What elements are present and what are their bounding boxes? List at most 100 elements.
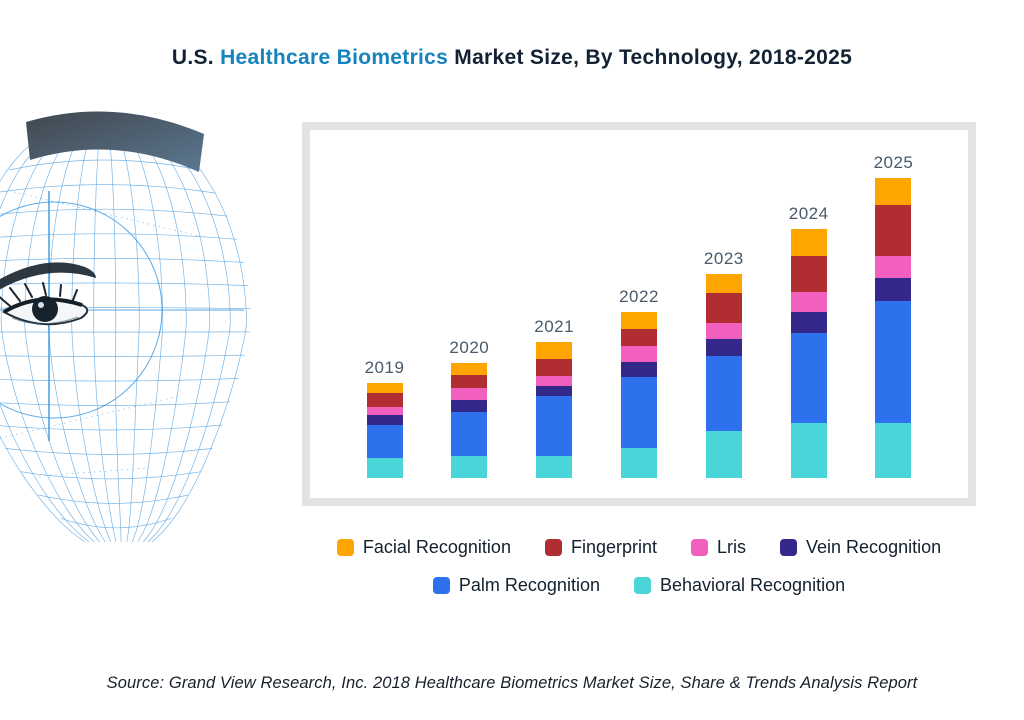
legend-label: Lris (717, 537, 747, 557)
segment-vein-recognition (620, 362, 657, 377)
legend-label: Vein Recognition (806, 537, 942, 557)
segment-palm-recognition (451, 412, 488, 456)
segment-behavioral-recognition (366, 458, 403, 478)
segment-facial-recognition (451, 363, 488, 375)
eye-shape (0, 282, 89, 326)
title-prefix: U.S. (171, 46, 221, 69)
source-note: Source: Grand View Research, Inc. 2018 H… (106, 674, 918, 692)
mesh-line (0, 424, 223, 431)
mesh-line (0, 401, 231, 406)
segment-lris (451, 388, 488, 400)
mesh-line (38, 467, 150, 477)
year-label: 2022 (619, 287, 659, 306)
legend-label: Palm Recognition (458, 575, 600, 595)
segment-palm-recognition (705, 356, 742, 431)
segment-palm-recognition (366, 425, 403, 458)
mesh-line (0, 354, 245, 357)
segment-fingerprint (366, 393, 403, 407)
mesh-line (0, 233, 238, 240)
legend-item-behavioral-recognition: Behavioral Recognition (633, 575, 846, 596)
year-label: 2020 (449, 338, 490, 357)
mesh-line (0, 378, 239, 382)
legend-swatch-icon (780, 539, 798, 556)
segment-palm-recognition (790, 333, 827, 423)
segment-vein-recognition (790, 312, 827, 333)
bar-column-2020: 2020 (449, 338, 489, 478)
title-suffix: Market Size, By Technology, 2018-2025 (448, 46, 853, 69)
bar-2024 (790, 229, 827, 478)
segment-vein-recognition (451, 400, 488, 412)
year-label: 2025 (873, 153, 914, 172)
mesh-line (5, 448, 213, 455)
segment-behavioral-recognition (536, 456, 573, 478)
chart-legend: Facial Recognition Fingerprint Lris Vein Re… (302, 537, 976, 596)
eyebrow-shape (0, 262, 96, 290)
mesh-line (13, 191, 200, 237)
year-label: 2024 (788, 204, 829, 223)
title-highlight: Healthcare Biometrics (220, 46, 449, 69)
segment-behavioral-recognition (620, 448, 657, 478)
legend-swatch-icon (633, 577, 651, 594)
legend-label: Fingerprint (570, 537, 657, 557)
legend-swatch-icon (544, 539, 562, 556)
segment-facial-recognition (366, 383, 403, 393)
segment-fingerprint (790, 256, 827, 292)
bar-2019 (366, 383, 403, 478)
bar-2025 (875, 178, 912, 478)
mesh-line (0, 121, 90, 543)
page-title: U.S. Healthcare Biometrics Market Size, … (0, 46, 1024, 70)
mesh-line (0, 258, 244, 263)
segment-vein-recognition (705, 339, 742, 356)
legend-swatch-icon (336, 539, 354, 556)
segment-palm-recognition (620, 377, 657, 448)
segment-lris (705, 323, 742, 339)
bar-chart: 2019 2020 2021 2022 2023 2024 2025 (310, 130, 968, 498)
segment-facial-recognition (875, 178, 912, 205)
mesh-line (0, 395, 181, 439)
segment-lris (620, 346, 657, 362)
legend-item-palm-recognition: Palm Recognition (432, 575, 600, 596)
bar-2022 (620, 312, 657, 478)
legend-item-vein-recognition: Vein Recognition (780, 537, 941, 558)
segment-behavioral-recognition (451, 456, 488, 478)
segment-vein-recognition (875, 278, 912, 301)
segment-behavioral-recognition (705, 431, 742, 478)
legend-row: Facial Recognition Fingerprint Lris Vein Re… (336, 537, 941, 558)
segment-palm-recognition (536, 396, 573, 456)
mesh-line (9, 159, 199, 171)
mesh-line (0, 282, 249, 286)
segment-behavioral-recognition (875, 423, 912, 478)
segment-facial-recognition (620, 312, 657, 329)
legend-label: Facial Recognition (362, 537, 511, 557)
face-wireframe-svg (0, 111, 251, 543)
segment-fingerprint (620, 329, 657, 346)
segment-facial-recognition (705, 274, 742, 293)
mesh-line (0, 208, 228, 217)
face-mesh (0, 121, 251, 543)
face-wireframe-illustration (0, 96, 256, 574)
legend-swatch-icon (691, 539, 708, 556)
legend-row: Palm Recognition Behavioral Recognition (432, 575, 846, 596)
mesh-line (60, 517, 172, 529)
mesh-line (20, 471, 202, 480)
segment-vein-recognition (536, 386, 573, 396)
chart-panel: 2019 2020 2021 2022 2023 2024 2025 (302, 122, 976, 506)
year-label: 2023 (703, 249, 744, 268)
segment-facial-recognition (790, 229, 827, 256)
segment-behavioral-recognition (790, 423, 827, 478)
bar-2020 (451, 363, 488, 478)
segment-lris (790, 292, 827, 312)
legend-item-fingerprint: Fingerprint (544, 537, 657, 558)
segment-lris (875, 256, 912, 278)
legend-label: Behavioral Recognition (659, 575, 846, 595)
segment-lris (536, 376, 573, 386)
bar-2023 (705, 274, 742, 478)
year-label: 2019 (364, 358, 405, 377)
segment-fingerprint (705, 293, 742, 323)
segment-fingerprint (451, 375, 488, 388)
bar-column-2019: 2019 (365, 358, 405, 478)
segment-lris (366, 407, 403, 415)
year-label: 2021 (534, 317, 575, 336)
legend-item-lris: Lris (691, 537, 746, 558)
